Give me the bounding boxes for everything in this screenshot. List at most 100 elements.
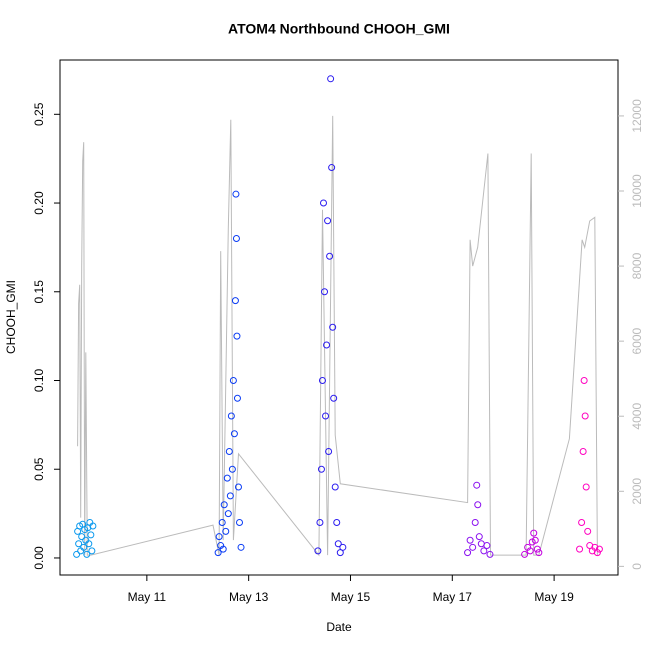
point bbox=[230, 430, 238, 438]
point bbox=[471, 518, 479, 526]
point bbox=[535, 549, 543, 557]
point bbox=[85, 540, 93, 548]
point bbox=[214, 549, 222, 557]
point bbox=[486, 550, 494, 558]
point bbox=[224, 510, 232, 518]
point bbox=[324, 217, 332, 225]
y-tick-label: 0.00 bbox=[32, 546, 46, 570]
point bbox=[325, 447, 333, 455]
point bbox=[318, 376, 326, 384]
point bbox=[480, 547, 488, 555]
y-axis-label: CHOOH_GMI bbox=[4, 280, 18, 354]
point bbox=[582, 483, 590, 491]
point bbox=[233, 394, 241, 402]
point bbox=[87, 531, 95, 539]
point bbox=[593, 549, 601, 557]
x-tick-label: May 19 bbox=[534, 590, 574, 604]
y2-tick-label: 12000 bbox=[630, 99, 644, 133]
point bbox=[319, 199, 327, 207]
point bbox=[219, 545, 227, 553]
point bbox=[223, 474, 231, 482]
point bbox=[330, 394, 338, 402]
point bbox=[226, 492, 234, 500]
point bbox=[473, 481, 481, 489]
point bbox=[73, 550, 81, 558]
y-tick-label: 0.25 bbox=[32, 102, 46, 126]
point bbox=[521, 550, 529, 558]
point bbox=[234, 483, 242, 491]
point bbox=[331, 483, 339, 491]
point bbox=[533, 545, 541, 553]
point bbox=[229, 376, 237, 384]
point bbox=[321, 288, 329, 296]
y-tick-label: 0.15 bbox=[32, 280, 46, 304]
point bbox=[530, 529, 538, 537]
plot-box bbox=[59, 59, 619, 576]
point bbox=[333, 518, 341, 526]
point bbox=[334, 540, 342, 548]
point bbox=[78, 533, 86, 541]
y2-tick-label: 6000 bbox=[630, 327, 644, 354]
chart-title: ATOM4 Northbound CHOOH_GMI bbox=[228, 21, 450, 37]
y-tick-label: 0.10 bbox=[32, 368, 46, 392]
point bbox=[317, 465, 325, 473]
point bbox=[327, 75, 335, 83]
point bbox=[595, 545, 603, 553]
y-tick-label: 0.20 bbox=[32, 191, 46, 215]
point bbox=[584, 527, 592, 535]
point bbox=[326, 252, 334, 260]
point bbox=[579, 447, 587, 455]
point bbox=[323, 341, 331, 349]
x-axis-label: Date bbox=[326, 620, 352, 634]
point bbox=[83, 550, 91, 558]
point bbox=[329, 323, 337, 331]
point bbox=[232, 190, 240, 198]
point bbox=[469, 543, 477, 551]
point bbox=[231, 297, 239, 305]
point bbox=[232, 235, 240, 243]
x-tick-label: May 11 bbox=[128, 590, 167, 604]
point bbox=[88, 547, 96, 555]
point bbox=[576, 545, 584, 553]
point bbox=[228, 465, 236, 473]
y2-tick-label: 2000 bbox=[630, 478, 644, 505]
x-tick-label: May 15 bbox=[331, 590, 371, 604]
point bbox=[526, 547, 534, 555]
point bbox=[218, 518, 226, 526]
point bbox=[227, 412, 235, 420]
point bbox=[233, 332, 241, 340]
point bbox=[328, 164, 336, 172]
point bbox=[75, 540, 83, 548]
point bbox=[581, 412, 589, 420]
y-tick-label: 0.05 bbox=[32, 457, 46, 481]
point bbox=[236, 518, 244, 526]
altitude-line bbox=[77, 115, 598, 557]
point bbox=[220, 501, 228, 509]
point bbox=[314, 547, 322, 555]
y2-tick-label: 0 bbox=[630, 563, 644, 570]
point bbox=[89, 522, 97, 530]
point bbox=[464, 549, 472, 557]
point bbox=[466, 536, 474, 544]
point bbox=[225, 447, 233, 455]
point bbox=[215, 533, 223, 541]
point bbox=[474, 501, 482, 509]
point bbox=[80, 543, 88, 551]
point bbox=[475, 533, 483, 541]
point bbox=[531, 536, 539, 544]
point bbox=[483, 542, 491, 550]
point bbox=[237, 543, 245, 551]
point bbox=[578, 518, 586, 526]
y2-tick-label: 4000 bbox=[630, 403, 644, 430]
point bbox=[339, 543, 347, 551]
x-tick-label: May 17 bbox=[433, 590, 473, 604]
point bbox=[322, 412, 330, 420]
x-tick-label: May 13 bbox=[229, 590, 269, 604]
y2-tick-label: 10000 bbox=[630, 174, 644, 208]
point bbox=[316, 518, 324, 526]
y2-tick-label: 8000 bbox=[630, 252, 644, 279]
point bbox=[222, 527, 230, 535]
point bbox=[580, 376, 588, 384]
